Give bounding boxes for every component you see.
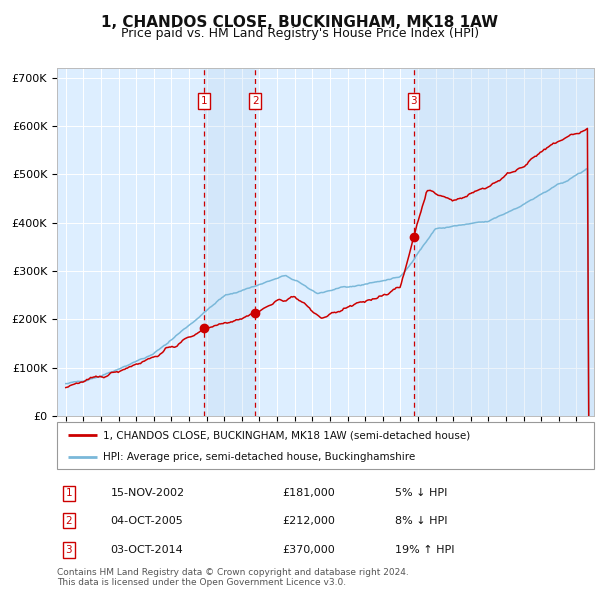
Text: 5% ↓ HPI: 5% ↓ HPI bbox=[395, 489, 448, 498]
Text: HPI: Average price, semi-detached house, Buckinghamshire: HPI: Average price, semi-detached house,… bbox=[103, 453, 415, 462]
Text: 1, CHANDOS CLOSE, BUCKINGHAM, MK18 1AW: 1, CHANDOS CLOSE, BUCKINGHAM, MK18 1AW bbox=[101, 15, 499, 30]
Text: 1, CHANDOS CLOSE, BUCKINGHAM, MK18 1AW (semi-detached house): 1, CHANDOS CLOSE, BUCKINGHAM, MK18 1AW (… bbox=[103, 430, 470, 440]
Text: £212,000: £212,000 bbox=[283, 516, 335, 526]
Text: 8% ↓ HPI: 8% ↓ HPI bbox=[395, 516, 448, 526]
Text: 19% ↑ HPI: 19% ↑ HPI bbox=[395, 545, 455, 555]
Text: £181,000: £181,000 bbox=[283, 489, 335, 498]
Text: 2: 2 bbox=[252, 96, 259, 106]
Bar bbox=[205, 68, 255, 416]
Bar bbox=[413, 68, 594, 416]
Text: Price paid vs. HM Land Registry's House Price Index (HPI): Price paid vs. HM Land Registry's House … bbox=[121, 27, 479, 40]
Text: 1: 1 bbox=[201, 96, 208, 106]
Text: 3: 3 bbox=[410, 96, 417, 106]
Text: 03-OCT-2014: 03-OCT-2014 bbox=[111, 545, 184, 555]
Text: 2: 2 bbox=[65, 516, 72, 526]
Text: 15-NOV-2002: 15-NOV-2002 bbox=[111, 489, 185, 498]
Text: 3: 3 bbox=[65, 545, 72, 555]
FancyBboxPatch shape bbox=[57, 422, 594, 469]
Text: 04-OCT-2005: 04-OCT-2005 bbox=[111, 516, 184, 526]
Text: £370,000: £370,000 bbox=[283, 545, 335, 555]
Text: 1: 1 bbox=[65, 489, 72, 498]
Text: Contains HM Land Registry data © Crown copyright and database right 2024.
This d: Contains HM Land Registry data © Crown c… bbox=[57, 568, 409, 587]
